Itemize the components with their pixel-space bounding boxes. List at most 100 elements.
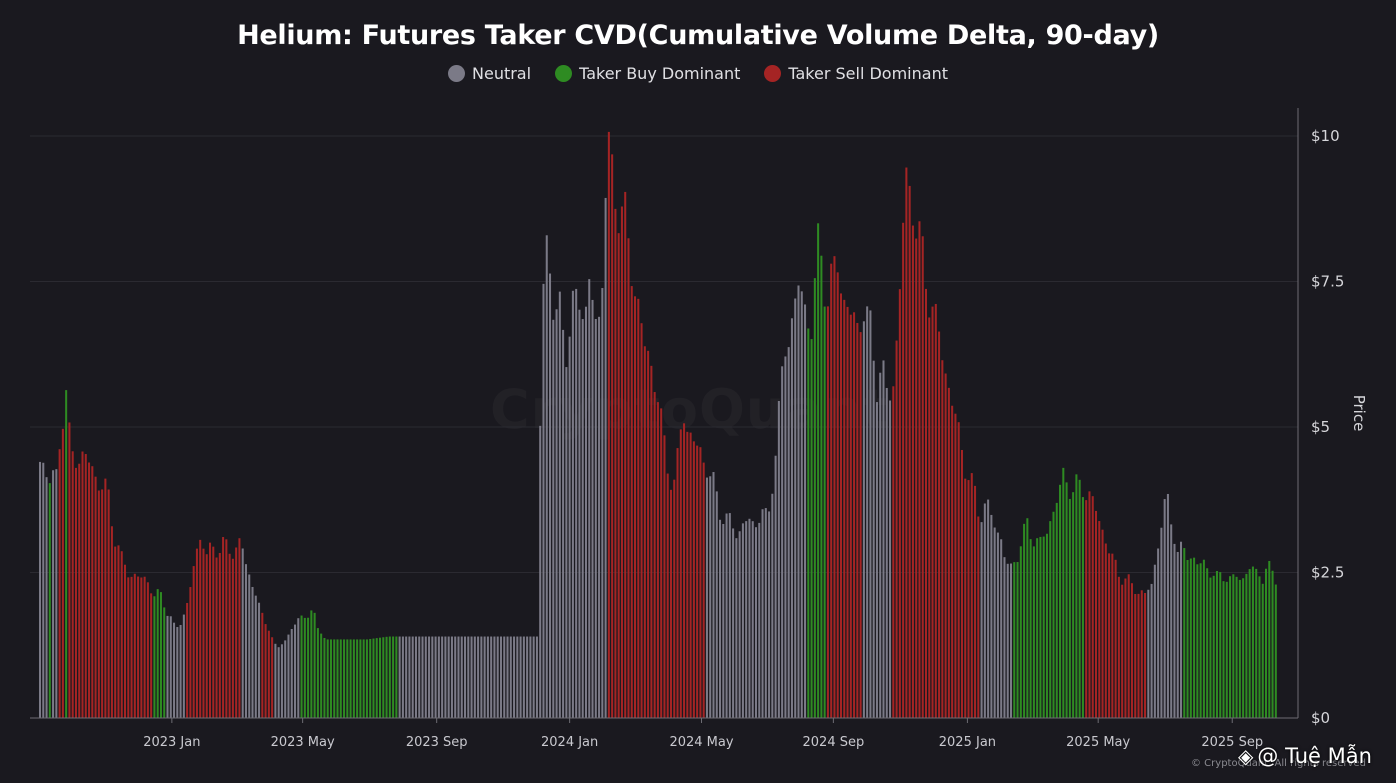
price-bar-taker-sell [669,489,672,718]
price-bar-neutral [1173,543,1176,718]
price-bar-taker-buy [307,617,310,718]
price-bar-taker-buy [382,637,385,718]
price-bar-taker-buy [813,278,816,718]
price-bar-taker-buy [1039,536,1042,718]
price-bar-neutral [709,476,712,718]
price-bar-neutral [454,636,457,718]
price-bar-taker-sell [212,546,215,718]
price-bar-neutral [421,636,424,718]
price-bar-taker-sell [150,593,153,718]
price-bar-neutral [539,425,542,718]
price-bar-taker-buy [807,328,810,718]
price-bar-neutral [254,595,257,718]
price-bar-taker-buy [346,639,349,718]
price-bar-neutral [513,636,516,718]
price-bar-neutral [450,636,453,718]
author-text: @ Tuệ Mẫn [1257,744,1372,768]
price-bar-taker-buy [1258,576,1261,718]
chart-title: Helium: Futures Taker CVD(Cumulative Vol… [237,20,1159,51]
price-bar-taker-sell [960,449,963,718]
price-bar-neutral [741,523,744,718]
price-bar-taker-sell [833,256,836,718]
price-bar-taker-sell [91,466,94,718]
price-bar-neutral [1006,563,1009,718]
price-bar-neutral [496,636,499,718]
price-bar-neutral [176,627,179,718]
price-bar-neutral [437,636,440,718]
price-bar-taker-buy [1062,467,1065,718]
price-bar-neutral [473,636,476,718]
price-bar-taker-sell [836,272,839,718]
price-bar-taker-sell [84,454,87,718]
price-bar-neutral [1170,524,1173,718]
price-bar-taker-sell [271,637,274,718]
price-bar-neutral [882,360,885,718]
price-bar-taker-sell [892,386,895,718]
price-bar-neutral [768,511,771,718]
price-bar-taker-sell [908,185,911,718]
price-bar-taker-buy [1029,539,1032,718]
price-bar-taker-buy [310,610,313,718]
price-bar-taker-sell [1091,496,1094,718]
price-bar-taker-sell [195,548,198,718]
price-bar-taker-sell [1144,593,1147,718]
price-bar-neutral [499,636,502,718]
price-bar-neutral [784,356,787,718]
price-bar-taker-buy [1268,560,1271,718]
price-bar-neutral [800,291,803,718]
price-bar-taker-sell [1127,574,1130,718]
price-bar-neutral [774,455,777,718]
price-bar-taker-sell [640,323,643,718]
price-bar-taker-sell [941,360,944,718]
price-bar-neutral [274,643,277,718]
price-bar-taker-sell [1117,576,1120,718]
price-bar-taker-sell [898,289,901,718]
price-bar-neutral [467,636,470,718]
price-bar-neutral [1153,564,1156,718]
price-bar-neutral [248,574,251,718]
price-bar-neutral [568,336,571,718]
price-bar-taker-sell [650,365,653,718]
price-bar-taker-sell [849,314,852,718]
price-bar-taker-sell [607,131,610,718]
price-bar-neutral [575,288,578,718]
price-bar-taker-sell [839,293,843,718]
price-bar-taker-buy [1232,574,1235,718]
price-bar-taker-buy [1199,563,1202,718]
price-bar-taker-sell [938,331,941,718]
price-bar-taker-buy [1206,568,1209,718]
legend-item-taker-buy[interactable]: Taker Buy Dominant [555,64,740,83]
price-bar-neutral [457,636,460,718]
price-bar-taker-sell [947,387,950,718]
legend-item-taker-sell[interactable]: Taker Sell Dominant [764,64,948,83]
price-bar-neutral [483,636,486,718]
price-bar-neutral [712,472,715,718]
price-bar-taker-sell [1108,553,1111,718]
price-bar-taker-buy [1023,523,1026,718]
price-bar-taker-buy [1052,511,1055,718]
price-bar-taker-buy [349,639,352,718]
price-bar-neutral [447,636,450,718]
price-bar-taker-buy [313,612,316,718]
price-bar-neutral [751,521,754,718]
price-bar-neutral [562,329,565,718]
price-bar-taker-sell [74,467,77,718]
price-bar-taker-buy [385,636,388,718]
price-bar-neutral [38,461,42,718]
price-bar-taker-buy [820,255,823,718]
price-bar-taker-buy [1255,568,1258,718]
price-bar-taker-sell [58,449,61,718]
legend-item-neutral[interactable]: Neutral [448,64,531,83]
price-bar-taker-buy [1036,538,1039,718]
price-bar-taker-sell [944,373,947,718]
price-bar-neutral [996,532,999,718]
price-bar-taker-buy [823,306,826,718]
price-bar-neutral [470,636,473,718]
price-bar-taker-sell [699,447,702,718]
price-bar-taker-sell [611,154,614,719]
price-bar-taker-sell [130,576,133,718]
price-bar-neutral [761,509,764,718]
price-bar-neutral [1160,527,1163,718]
price-bar-neutral [244,564,247,718]
price-bar-neutral [790,318,793,718]
